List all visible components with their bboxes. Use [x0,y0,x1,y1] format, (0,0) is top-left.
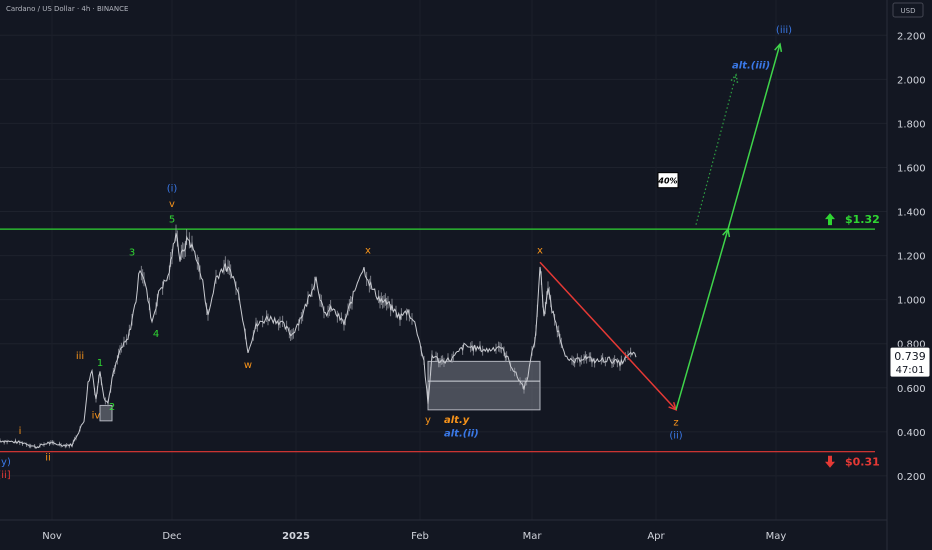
wave-label: [ii] [0,470,11,481]
x-tick-label: May [766,531,787,542]
wave-label: x [537,245,543,256]
wave-label: iii [76,351,84,362]
price-line [0,232,637,449]
wave-label: 2 [109,402,115,413]
wave-label: v [169,199,175,210]
wave-label: (ii) [669,430,682,441]
wave-label: y [425,415,431,426]
wave-label: 5 [169,215,175,226]
y-tick-label: 0.400 [897,428,926,439]
x-tick-label: 2025 [282,531,310,542]
zones [99,360,541,422]
y-tick-label: 2.200 [897,31,926,42]
probability-badge: 40% [657,177,677,186]
correction-zone-box [427,360,541,411]
current-price-countdown: 47:01 [896,365,925,376]
x-tick-label: Nov [42,531,62,542]
arrowhead-icon [774,42,783,53]
wave-label: ii [45,453,51,464]
y-tick-label: 1.600 [897,163,926,174]
y-tick-label: 1.800 [897,119,926,130]
current-price-value: 0.739 [894,350,926,363]
time-axis[interactable]: Nov Dec 2025 Feb Mar Apr May [42,531,786,542]
x-tick-label: Mar [523,531,543,542]
y-tick-label: 0.200 [897,472,926,483]
arrow-up-icon [825,213,835,226]
price-series [0,224,637,449]
level-label: $0.31 [845,456,880,469]
price-axis[interactable]: 2.200 2.000 1.800 1.600 1.400 1.200 1.000 0.800… [897,31,926,483]
currency-label: USD [901,7,916,15]
arrowhead-icon [730,73,739,83]
x-tick-label: Dec [162,531,181,542]
wave-label: 1 [97,358,103,369]
wave-label: 4 [153,329,159,340]
y-tick-label: 2.000 [897,75,926,86]
arrow-down-icon [825,455,835,468]
y-tick-label: 0.800 [897,340,926,351]
x-tick-label: Feb [411,531,429,542]
wave-label: (i) [167,184,178,195]
current-price-box [889,346,931,378]
wave-label: 3 [129,248,135,259]
y-tick-label: 1.000 [897,296,926,307]
alt-wave-label: alt.(ii) [444,428,479,439]
y-tick-label: 0.600 [897,384,926,395]
projection-path [539,261,677,411]
wave-label: (y) [0,457,11,468]
wave-label: x [365,245,371,256]
wave-label: w [244,360,252,371]
projection-alt-path [695,74,737,225]
arrowhead-icon [722,227,731,238]
probability-badge-box [657,172,679,189]
wave-labels: (y)[ii]iiiiiiiv1234(i)v5wxyxz(ii)(iii)al… [0,25,792,481]
alt-wave-label: alt.y [444,415,470,426]
wave-label: (iii) [776,25,792,36]
x-tick-label: Apr [647,531,665,542]
y-tick-label: 1.200 [897,252,926,263]
projections [539,42,783,412]
chart-title: Cardano / US Dollar · 4h · BINANCE [6,5,128,13]
y-tick-label: 1.400 [897,208,926,219]
currency-badge-box [892,2,924,18]
wave-label: i [19,426,22,437]
wave-iv-box [99,404,113,422]
level-label: $1.32 [845,213,880,226]
currency-badge[interactable]: USD [892,2,924,18]
horizontal-levels: $1.32 $0.31 [0,213,880,469]
current-price-tag: 0.739 47:01 [889,346,931,378]
alt-wave-label: alt.(iii) [732,60,770,71]
wave-label: z [673,417,678,428]
wave-label: iv [92,411,101,422]
